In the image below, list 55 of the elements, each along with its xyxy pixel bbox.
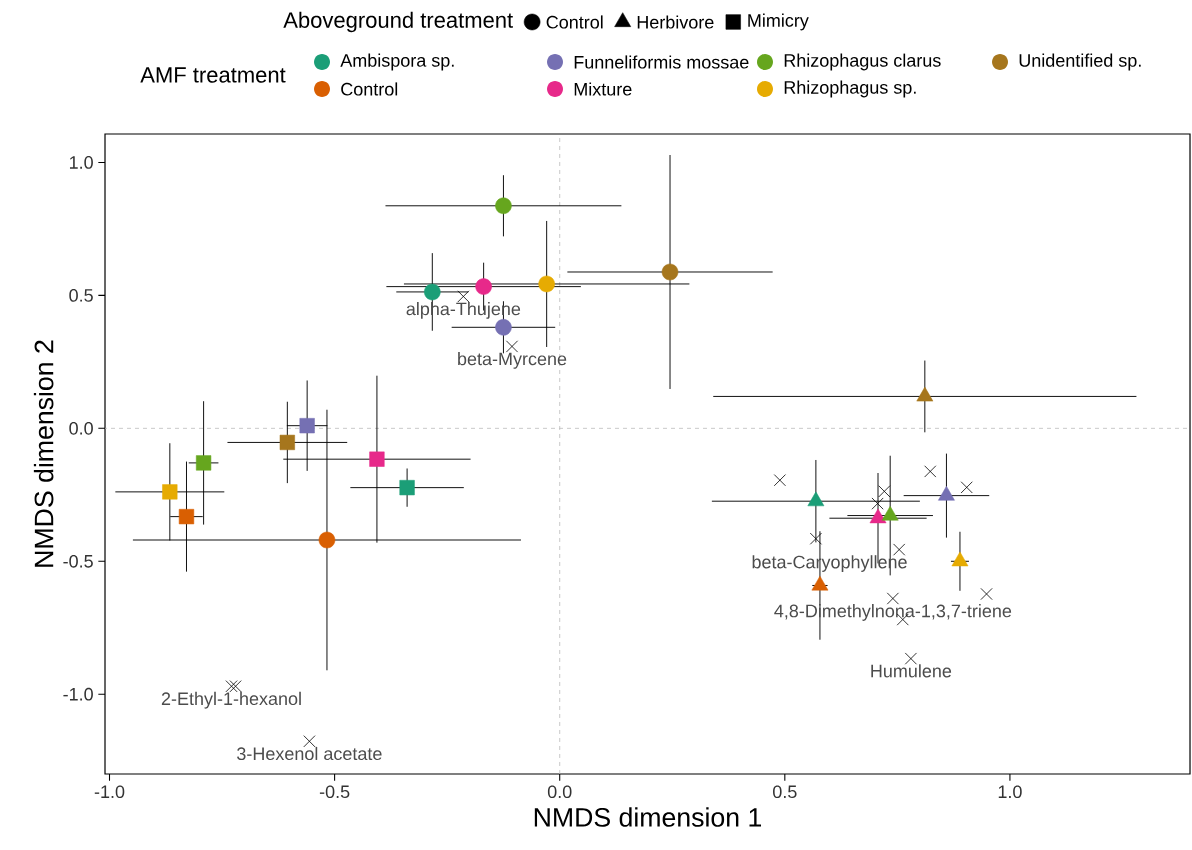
point (196, 455, 212, 471)
point (495, 319, 512, 336)
legend-label: Funneliformis mossae (574, 55, 749, 69)
point (162, 484, 178, 500)
point (960, 481, 973, 494)
point (904, 652, 917, 665)
point (279, 434, 295, 451)
point (871, 497, 884, 510)
legend-label: Unidentified sp. (1019, 53, 1141, 71)
point (424, 283, 441, 301)
point (893, 543, 906, 556)
text: Mimicry (748, 13, 809, 31)
point (318, 531, 336, 549)
legend-label: Rhizophagus clarus (784, 53, 941, 71)
point (538, 275, 555, 293)
point (299, 418, 315, 434)
annotation: 2-Ethyl-1-hexanol (161, 691, 301, 709)
legend-label: Control (341, 82, 398, 96)
x-tick-label: -0.5 (319, 785, 350, 799)
x-tick-label: 1.0 (998, 785, 1022, 799)
point (924, 465, 937, 478)
point (809, 532, 822, 545)
y-tick-label: -1.0 (63, 687, 93, 701)
point (980, 587, 993, 601)
annotation: Humulene (871, 664, 952, 678)
x-tick-label: 0.0 (547, 785, 572, 799)
y-axis-title: NMDS dimension 2 (33, 340, 54, 567)
legend-label: Ambispora sp. (340, 53, 454, 71)
x-tick-label: 0.5 (773, 785, 797, 799)
point (369, 451, 385, 467)
legend-label: Mixture (574, 82, 632, 96)
point (505, 340, 519, 353)
point (878, 485, 891, 498)
text: Aboveground treatment (283, 11, 513, 33)
x-tick-label: -1.0 (94, 785, 125, 799)
point (178, 509, 195, 525)
point (495, 197, 512, 215)
y-tick-label: 1.0 (69, 156, 93, 169)
annotation: 3-Hexenol acetate (237, 746, 382, 761)
legend-label: Rhizophagus sp. (784, 80, 916, 98)
point (399, 480, 415, 496)
point (661, 263, 679, 281)
text: Control (546, 15, 603, 29)
point (303, 735, 316, 748)
point (457, 290, 470, 303)
y-tick-label: 0.5 (69, 289, 93, 302)
legend-title: AMF treatment (140, 67, 286, 83)
text: Herbivore (637, 15, 714, 29)
y-tick-label: -0.5 (63, 554, 93, 568)
y-tick-label: 0.0 (69, 421, 93, 435)
annotation: beta-Myrcene (458, 352, 567, 369)
point (773, 474, 786, 487)
point (886, 592, 899, 605)
x-axis-title: NMDS dimension 1 (534, 807, 761, 827)
point (475, 278, 492, 295)
